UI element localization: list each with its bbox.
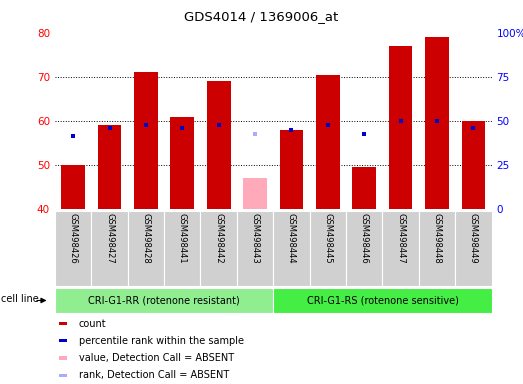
Text: percentile rank within the sample: percentile rank within the sample: [79, 336, 244, 346]
Bar: [59, 339, 67, 343]
Text: GSM498426: GSM498426: [69, 214, 77, 264]
Bar: [55, 288, 273, 313]
Text: GSM498445: GSM498445: [323, 214, 332, 264]
Bar: [55, 211, 92, 286]
Bar: [419, 211, 455, 286]
Text: GSM498441: GSM498441: [178, 214, 187, 264]
Text: GSM498444: GSM498444: [287, 214, 296, 264]
Bar: [273, 288, 492, 313]
Text: GDS4014 / 1369006_at: GDS4014 / 1369006_at: [185, 10, 338, 23]
Text: GSM498442: GSM498442: [214, 214, 223, 264]
Bar: [316, 74, 339, 209]
Bar: [310, 211, 346, 286]
Bar: [98, 125, 121, 209]
Bar: [462, 121, 485, 209]
Bar: [389, 46, 413, 209]
Bar: [237, 211, 273, 286]
Bar: [200, 211, 237, 286]
Text: rank, Detection Call = ABSENT: rank, Detection Call = ABSENT: [79, 370, 229, 381]
Bar: [353, 167, 376, 209]
Text: GSM498447: GSM498447: [396, 214, 405, 264]
Bar: [455, 211, 492, 286]
Bar: [170, 117, 194, 209]
Bar: [59, 322, 67, 325]
Text: CRI-G1-RS (rotenone sensitive): CRI-G1-RS (rotenone sensitive): [306, 295, 458, 306]
Text: count: count: [79, 318, 107, 329]
Text: GSM498446: GSM498446: [360, 214, 369, 264]
Bar: [243, 179, 267, 209]
Bar: [61, 165, 85, 209]
Text: CRI-G1-RR (rotenone resistant): CRI-G1-RR (rotenone resistant): [88, 295, 240, 306]
Bar: [207, 81, 231, 209]
Text: cell line: cell line: [1, 294, 39, 304]
Bar: [134, 73, 158, 209]
Bar: [273, 211, 310, 286]
Text: GSM498427: GSM498427: [105, 214, 114, 264]
Text: GSM498428: GSM498428: [141, 214, 151, 264]
Bar: [346, 211, 382, 286]
Bar: [92, 211, 128, 286]
Bar: [128, 211, 164, 286]
Bar: [59, 374, 67, 377]
Bar: [59, 356, 67, 360]
Bar: [425, 37, 449, 209]
Text: value, Detection Call = ABSENT: value, Detection Call = ABSENT: [79, 353, 234, 363]
Text: GSM498449: GSM498449: [469, 214, 478, 264]
Bar: [382, 211, 419, 286]
Text: GSM498448: GSM498448: [433, 214, 441, 264]
Bar: [164, 211, 200, 286]
Text: GSM498443: GSM498443: [251, 214, 259, 264]
Bar: [280, 130, 303, 209]
